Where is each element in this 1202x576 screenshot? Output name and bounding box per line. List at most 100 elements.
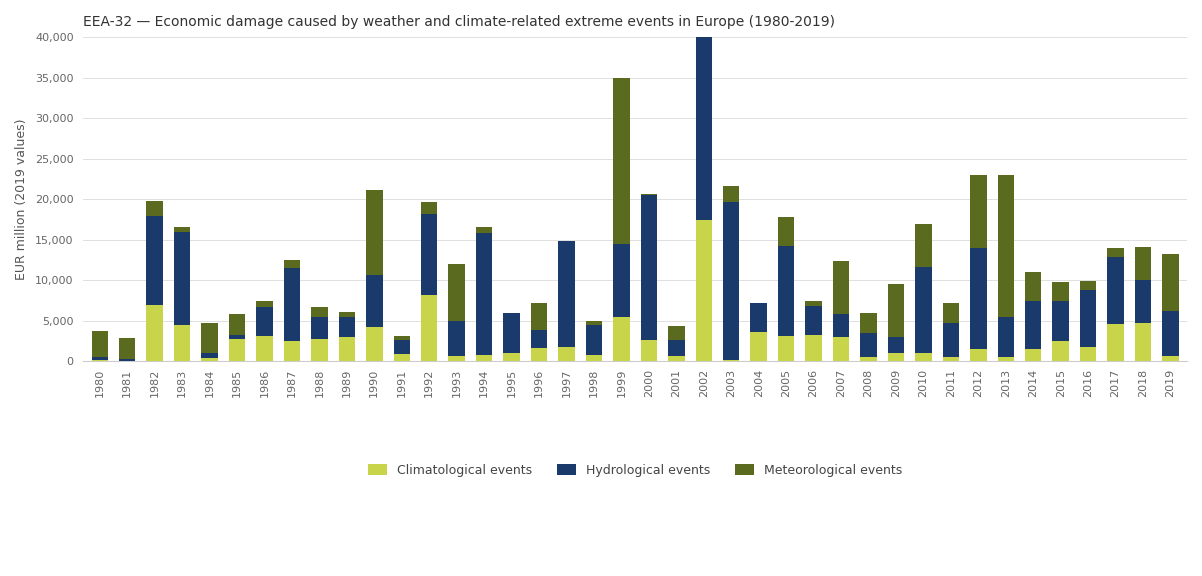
Bar	[421, 214, 438, 295]
Bar	[1025, 349, 1041, 362]
Bar	[393, 336, 410, 340]
Bar	[1053, 301, 1069, 341]
Bar	[147, 215, 163, 305]
Bar	[311, 339, 328, 362]
Bar	[613, 78, 630, 244]
Bar	[1053, 341, 1069, 362]
Bar	[284, 260, 300, 268]
Bar	[1025, 272, 1041, 301]
Bar	[476, 227, 493, 233]
Bar	[696, 0, 712, 13]
Bar	[888, 337, 904, 353]
Bar	[696, 219, 712, 362]
Bar	[970, 175, 987, 248]
Bar	[1107, 324, 1124, 362]
Bar	[147, 201, 163, 215]
Bar	[861, 333, 876, 358]
Bar	[256, 301, 273, 307]
Bar	[448, 356, 465, 362]
Bar	[861, 358, 876, 362]
Bar	[1135, 323, 1152, 362]
Bar	[421, 295, 438, 362]
Bar	[585, 325, 602, 355]
Bar	[339, 337, 355, 362]
Bar	[1079, 281, 1096, 290]
Bar	[613, 317, 630, 362]
Bar	[421, 202, 438, 214]
Bar	[833, 337, 850, 362]
Bar	[1079, 347, 1096, 362]
Y-axis label: EUR million (2019 values): EUR million (2019 values)	[14, 119, 28, 280]
Bar	[531, 348, 547, 362]
Bar	[668, 356, 685, 362]
Bar	[915, 223, 932, 267]
Bar	[393, 340, 410, 354]
Bar	[1025, 301, 1041, 349]
Bar	[367, 275, 382, 327]
Bar	[750, 303, 767, 332]
Bar	[393, 354, 410, 362]
Bar	[448, 321, 465, 356]
Bar	[174, 232, 190, 325]
Bar	[91, 331, 108, 358]
Bar	[228, 314, 245, 335]
Bar	[970, 248, 987, 349]
Bar	[311, 307, 328, 317]
Bar	[91, 358, 108, 360]
Bar	[1079, 290, 1096, 347]
Bar	[174, 325, 190, 362]
Bar	[284, 268, 300, 341]
Bar	[724, 185, 739, 202]
Bar	[641, 194, 657, 195]
Bar	[641, 340, 657, 362]
Bar	[448, 264, 465, 321]
Bar	[1053, 282, 1069, 301]
Bar	[998, 358, 1014, 362]
Bar	[339, 312, 355, 317]
Bar	[367, 327, 382, 362]
Bar	[1162, 356, 1179, 362]
Bar	[284, 341, 300, 362]
Bar	[833, 261, 850, 314]
Bar	[724, 202, 739, 360]
Bar	[119, 361, 136, 362]
Bar	[91, 360, 108, 362]
Bar	[778, 336, 795, 362]
Bar	[833, 314, 850, 337]
Bar	[119, 359, 136, 361]
Bar	[119, 338, 136, 359]
Bar	[1135, 247, 1152, 279]
Bar	[942, 303, 959, 323]
Bar	[504, 353, 519, 362]
Bar	[641, 195, 657, 340]
Bar	[613, 244, 630, 317]
Bar	[585, 355, 602, 362]
Bar	[202, 353, 218, 358]
Bar	[805, 335, 822, 362]
Bar	[888, 353, 904, 362]
Bar	[970, 349, 987, 362]
Bar	[1107, 257, 1124, 324]
Bar	[531, 330, 547, 348]
Bar	[311, 317, 328, 339]
Bar	[942, 323, 959, 357]
Bar	[778, 247, 795, 336]
Bar	[998, 317, 1014, 358]
Bar	[558, 347, 575, 362]
Bar	[942, 357, 959, 362]
Bar	[367, 190, 382, 275]
Bar	[558, 241, 575, 347]
Bar	[915, 267, 932, 353]
Legend: Climatological events, Hydrological events, Meteorological events: Climatological events, Hydrological even…	[363, 458, 908, 482]
Bar	[1162, 253, 1179, 311]
Bar	[476, 355, 493, 362]
Bar	[888, 285, 904, 337]
Bar	[778, 217, 795, 247]
Bar	[228, 339, 245, 362]
Bar	[696, 13, 712, 219]
Bar	[668, 340, 685, 356]
Bar	[256, 307, 273, 336]
Bar	[668, 326, 685, 340]
Bar	[724, 360, 739, 362]
Bar	[228, 335, 245, 339]
